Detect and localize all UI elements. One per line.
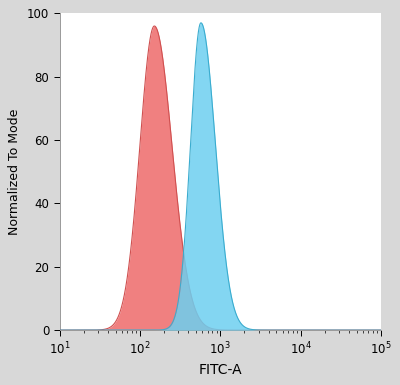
- Y-axis label: Normalized To Mode: Normalized To Mode: [8, 109, 21, 235]
- X-axis label: FITC-A: FITC-A: [198, 363, 242, 377]
